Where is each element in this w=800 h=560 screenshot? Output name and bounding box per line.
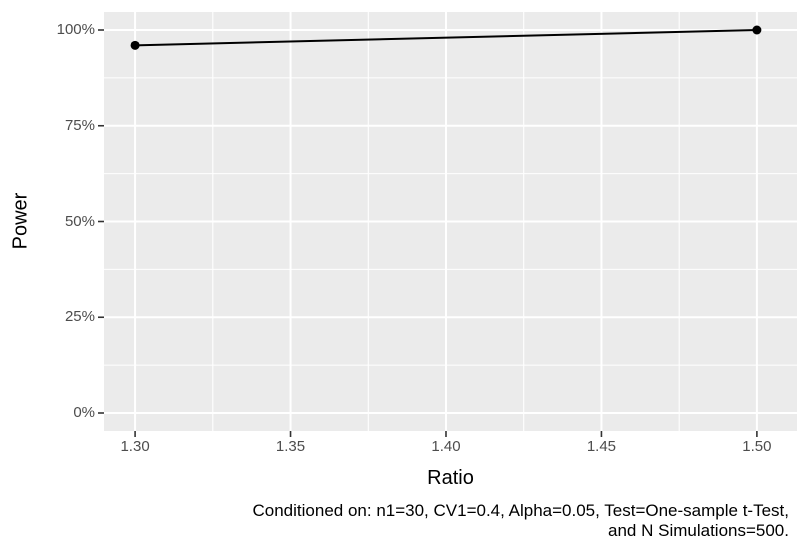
x-tick-label: 1.45 (586, 438, 617, 455)
series-line (135, 29, 757, 47)
data-point (752, 25, 762, 35)
y-tick-label: 75% (64, 116, 95, 134)
y-axis-title: Power (9, 192, 32, 250)
y-tick-label: 50% (64, 212, 95, 230)
series-line (135, 29, 757, 47)
x-tick-label: 1.40 (431, 438, 461, 455)
data-points (130, 25, 762, 50)
y-tick-label: 25% (64, 308, 95, 326)
x-tick-label: 1.30 (120, 438, 150, 455)
major-gridlines (104, 12, 797, 431)
data-point (130, 40, 140, 50)
x-tick-label: 1.35 (275, 438, 306, 455)
x-axis-title: Ratio (427, 467, 474, 489)
x-tick-label: 1.50 (742, 438, 772, 455)
y-tick-label: 0% (73, 403, 95, 421)
axis-tick-marks (98, 29, 758, 437)
y-tick-label: 100% (56, 21, 95, 38)
caption: Conditioned on: n1=30, CV1=0.4, Alpha=0.… (252, 501, 790, 540)
